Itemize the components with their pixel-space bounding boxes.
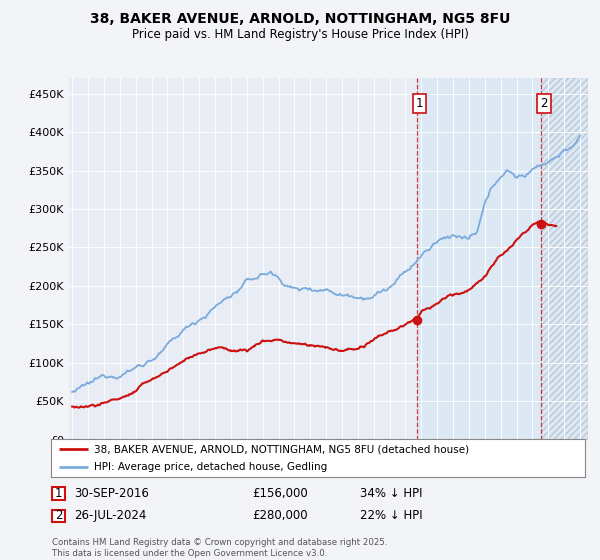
Text: 22% ↓ HPI: 22% ↓ HPI bbox=[360, 509, 422, 522]
Bar bbox=[418, 78, 541, 440]
Text: 30-SEP-2016: 30-SEP-2016 bbox=[74, 487, 149, 500]
Text: HPI: Average price, detached house, Gedling: HPI: Average price, detached house, Gedl… bbox=[94, 462, 327, 472]
Text: £156,000: £156,000 bbox=[252, 487, 308, 500]
Text: 38, BAKER AVENUE, ARNOLD, NOTTINGHAM, NG5 8FU (detached house): 38, BAKER AVENUE, ARNOLD, NOTTINGHAM, NG… bbox=[94, 444, 469, 454]
Text: 1: 1 bbox=[416, 97, 424, 110]
Bar bbox=[541, 78, 588, 440]
Text: Contains HM Land Registry data © Crown copyright and database right 2025.
This d: Contains HM Land Registry data © Crown c… bbox=[52, 538, 388, 558]
Text: 1: 1 bbox=[55, 487, 62, 500]
Text: 2: 2 bbox=[55, 509, 62, 522]
Text: 34% ↓ HPI: 34% ↓ HPI bbox=[360, 487, 422, 500]
Text: £280,000: £280,000 bbox=[252, 509, 308, 522]
Text: 26-JUL-2024: 26-JUL-2024 bbox=[74, 509, 146, 522]
Text: Price paid vs. HM Land Registry's House Price Index (HPI): Price paid vs. HM Land Registry's House … bbox=[131, 28, 469, 41]
Text: 38, BAKER AVENUE, ARNOLD, NOTTINGHAM, NG5 8FU: 38, BAKER AVENUE, ARNOLD, NOTTINGHAM, NG… bbox=[90, 12, 510, 26]
Text: 2: 2 bbox=[540, 97, 548, 110]
Bar bbox=[541, 78, 588, 440]
